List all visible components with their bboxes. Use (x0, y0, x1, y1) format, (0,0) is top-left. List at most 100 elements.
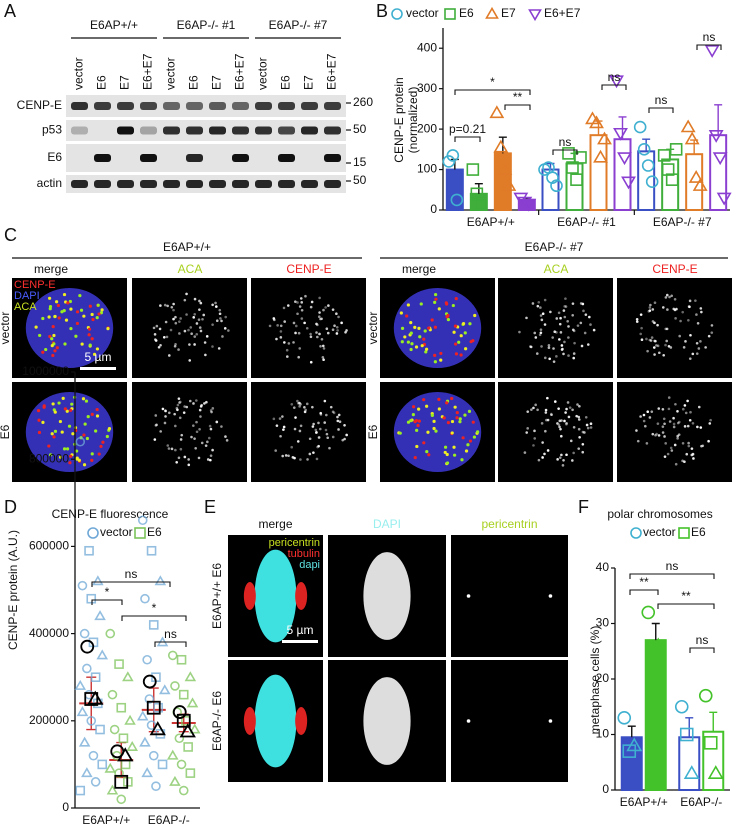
spot (576, 403, 579, 406)
spot (532, 444, 535, 447)
y-tick-label: 400 (417, 40, 437, 54)
y-tick-label: 800000 (29, 451, 69, 465)
spot (285, 348, 289, 352)
spot (534, 403, 537, 407)
blot-band (232, 180, 249, 188)
kinetochore (57, 316, 61, 320)
spot (666, 452, 670, 456)
centrosome (466, 719, 471, 723)
kinetochore (413, 325, 417, 329)
spot (651, 320, 655, 323)
spot (154, 414, 158, 417)
panel-label: A (4, 1, 16, 21)
panel-label: E (204, 497, 216, 517)
spot (553, 400, 557, 403)
spot (204, 353, 207, 357)
point (172, 705, 187, 719)
spot (318, 296, 321, 300)
spot (661, 425, 665, 428)
spot (304, 408, 308, 412)
kinetochore (417, 326, 421, 330)
kinetochore (455, 411, 459, 415)
blot-strip (66, 120, 346, 141)
spot (318, 311, 321, 314)
spot (318, 332, 321, 336)
kinetochore (71, 432, 75, 436)
spot (547, 346, 551, 349)
spot (558, 419, 562, 423)
y-axis-label: CENP-E protein (392, 77, 406, 162)
spot (667, 407, 671, 411)
spot (220, 319, 223, 323)
spot (178, 416, 182, 420)
point (166, 749, 179, 760)
blot-band (94, 154, 111, 162)
spot (670, 449, 674, 452)
spot (565, 407, 568, 411)
significance-bracket (696, 44, 722, 50)
spot (553, 330, 557, 334)
spot (209, 427, 213, 431)
spot (319, 344, 322, 348)
spot (563, 340, 566, 344)
spot (198, 408, 202, 412)
point (153, 702, 163, 713)
spot (653, 301, 657, 304)
point (641, 605, 656, 620)
spot (697, 405, 701, 409)
significance-bracket (454, 89, 531, 95)
kinetochore (452, 445, 456, 449)
spot (654, 433, 657, 437)
spot (322, 308, 325, 312)
spot (336, 419, 340, 423)
spot (635, 318, 639, 321)
spot (294, 416, 297, 419)
spot (294, 300, 297, 303)
spot (224, 435, 227, 438)
kinetochore (454, 297, 458, 301)
kinetochore (62, 447, 67, 451)
bar (678, 736, 701, 792)
point (650, 637, 667, 652)
point (95, 724, 105, 735)
spot (185, 292, 188, 296)
kinetochore (53, 429, 58, 433)
kinetochore (48, 307, 52, 311)
kinetochore (468, 322, 472, 326)
kinetochore (50, 337, 54, 341)
spot (558, 338, 561, 341)
kinetochore (426, 430, 430, 434)
point (146, 545, 157, 556)
point (707, 765, 724, 779)
legend-label: E6+E7 (544, 6, 581, 20)
kinetochore (53, 410, 57, 414)
blot-band (324, 126, 341, 135)
spot (211, 407, 215, 410)
blot-row-label: p53 (42, 123, 62, 137)
y-tick-label: 40 (596, 560, 610, 574)
kinetochore (400, 340, 404, 344)
blot-band (232, 154, 249, 162)
blot-band (324, 154, 341, 162)
spot (533, 429, 536, 433)
spot (187, 458, 190, 461)
spot (185, 313, 188, 316)
spot (551, 336, 554, 339)
kinetochore (455, 416, 459, 420)
spot (299, 297, 303, 300)
dapi-blob (254, 674, 297, 768)
point (645, 175, 659, 188)
kinetochore (445, 401, 449, 405)
spot (332, 411, 336, 415)
spot (646, 349, 649, 353)
point (708, 129, 724, 143)
spot (155, 324, 159, 328)
spot (182, 411, 186, 414)
kinetochore (450, 431, 454, 435)
spot (187, 328, 190, 332)
channel-label: dapi (299, 559, 320, 571)
spot (183, 405, 186, 408)
point (137, 515, 148, 526)
kinetochore (423, 329, 427, 333)
spot (290, 403, 294, 406)
